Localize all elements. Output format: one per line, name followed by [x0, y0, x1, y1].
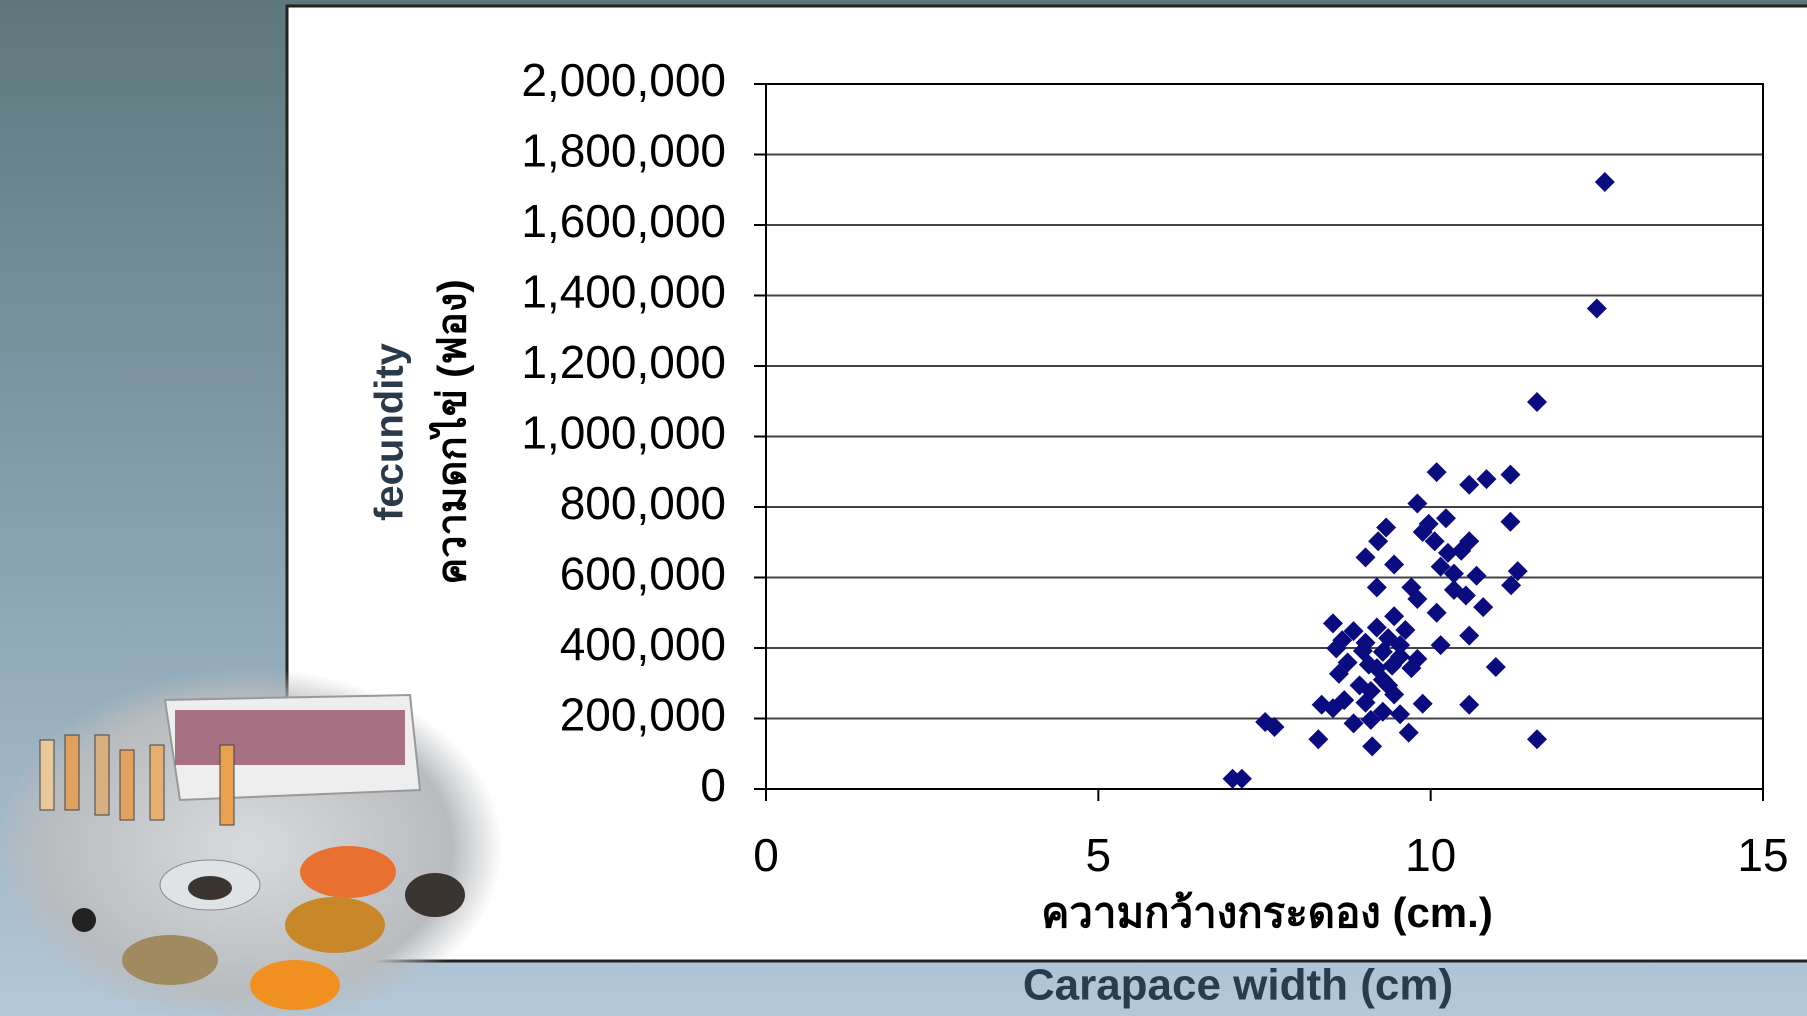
data-point: [1500, 464, 1521, 485]
y-tick-label: 1,400,000: [521, 266, 726, 318]
plot-frame: [765, 83, 1764, 790]
data-point: [1372, 641, 1393, 662]
data-point: [1398, 722, 1419, 743]
data-point: [1437, 542, 1458, 563]
data-point: [1500, 511, 1521, 532]
data-point: [1424, 531, 1445, 552]
data-point: [1368, 531, 1389, 552]
data-point: [1527, 729, 1548, 750]
data-point: [1501, 575, 1522, 596]
data-point: [1459, 694, 1480, 715]
data-point: [1586, 298, 1607, 319]
data-point: [1455, 585, 1476, 606]
data-point: [1322, 698, 1343, 719]
data-point: [1322, 613, 1343, 634]
data-point: [1459, 625, 1480, 646]
data-point: [1507, 561, 1528, 582]
plot: 0 200,000 400,000 600,000 800,000 1,000,000 1,…: [521, 54, 1788, 881]
y-tick-label: 0: [700, 759, 726, 811]
data-point: [1352, 640, 1373, 661]
chart-panel: [285, 4, 1807, 963]
data-point: [1308, 729, 1329, 750]
data-point: [1390, 704, 1411, 725]
y-tick-label: 1,000,000: [521, 407, 726, 459]
y-tick-label: 1,800,000: [521, 125, 726, 177]
data-point: [1443, 563, 1464, 584]
data-point: [1231, 768, 1252, 789]
y-tick-label: 400,000: [560, 618, 726, 670]
data-point: [1426, 602, 1447, 623]
data-point: [1343, 713, 1364, 734]
data-point: [1384, 606, 1405, 627]
data-point: [1328, 663, 1349, 684]
x-axis-title: ความกว้างกระดอง (cm.): [1041, 889, 1493, 936]
data-point: [1451, 540, 1472, 561]
data-point: [1485, 657, 1506, 678]
y-tick-label: 200,000: [560, 689, 726, 741]
data-point: [1355, 547, 1376, 568]
data-point: [1407, 589, 1428, 610]
data-point: [1326, 638, 1347, 659]
data-point: [1426, 462, 1447, 483]
data-point: [1401, 658, 1422, 679]
x-tick-label: 0: [753, 829, 779, 881]
data-point: [1366, 617, 1387, 638]
data-point: [1378, 675, 1399, 696]
data-point: [1527, 391, 1548, 412]
y-tick-label: 2,000,000: [521, 54, 726, 106]
data-point: [1473, 597, 1494, 618]
photo: [0, 668, 503, 1016]
data-point: [1466, 565, 1487, 586]
y-axis-title: fecundity: [368, 342, 412, 521]
data-point: [1430, 556, 1451, 577]
x-tick-label: 10: [1405, 829, 1456, 881]
data-point: [1594, 171, 1615, 192]
data-point: [1435, 508, 1456, 529]
data-point: [1476, 469, 1497, 490]
data-point: [1362, 736, 1383, 757]
data-point: [1382, 655, 1403, 676]
data-point: [1355, 692, 1376, 713]
data-point: [1407, 493, 1428, 514]
data-point: [1459, 474, 1480, 495]
y-tick-label: 600,000: [560, 548, 726, 600]
x-axis-subtitle: Carapace width (cm): [1023, 961, 1453, 1010]
data-point: [1412, 693, 1433, 714]
x-tick-label: 15: [1737, 829, 1788, 881]
data-point: [1372, 701, 1393, 722]
x-tick-label: 5: [1086, 829, 1112, 881]
data-point: [1264, 716, 1285, 737]
data-point: [1390, 635, 1411, 656]
data-point: [1343, 621, 1364, 642]
y-tick-label: 1,200,000: [521, 336, 726, 388]
data-point: [1412, 522, 1433, 543]
y-tick-label: 1,600,000: [521, 195, 726, 247]
data-point: [1384, 554, 1405, 575]
y-tick-label: 800,000: [560, 477, 726, 529]
data-point: [1430, 635, 1451, 656]
data-point: [1360, 709, 1381, 730]
data-point: [1376, 517, 1397, 538]
data-point: [1366, 577, 1387, 598]
data-point: [1395, 620, 1416, 641]
data-point: [1366, 658, 1387, 679]
y-axis-title: ความดกไข่ (ฟอง): [429, 279, 475, 584]
